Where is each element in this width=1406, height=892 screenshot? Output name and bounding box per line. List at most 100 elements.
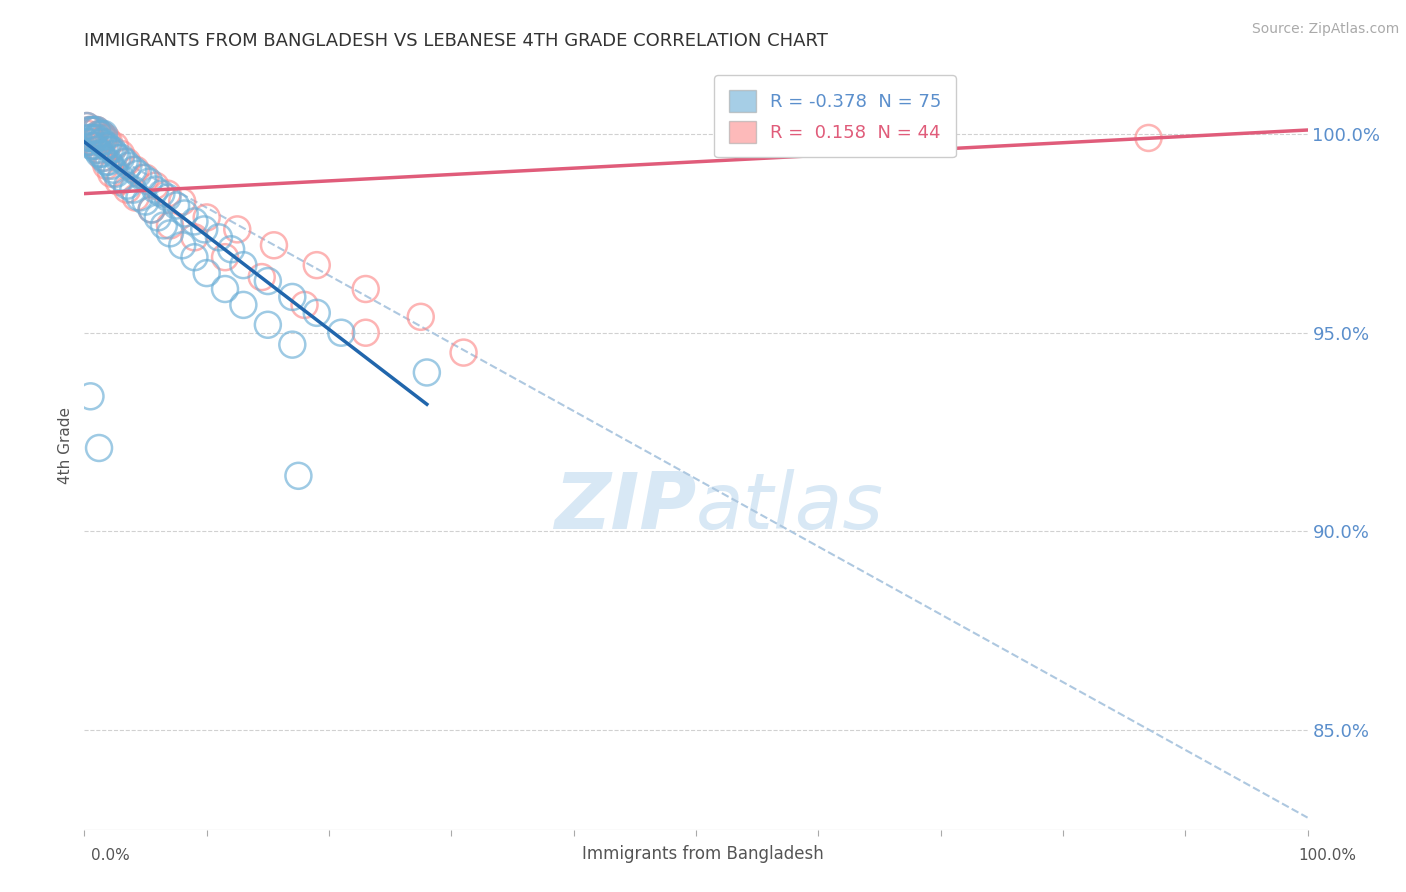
Point	[195, 211, 218, 225]
Point	[86, 123, 108, 137]
Point	[89, 135, 111, 149]
Point	[77, 127, 100, 141]
Point	[141, 202, 163, 217]
Point	[122, 162, 145, 177]
Point	[76, 135, 98, 149]
Legend: R = -0.378  N = 75, R =  0.158  N = 44: R = -0.378 N = 75, R = 0.158 N = 44	[714, 75, 956, 157]
Point	[232, 258, 254, 272]
Point	[110, 170, 132, 185]
Text: Immigrants from Bangladesh: Immigrants from Bangladesh	[582, 846, 824, 863]
Text: Source: ZipAtlas.com: Source: ZipAtlas.com	[1251, 22, 1399, 37]
Point	[80, 123, 103, 137]
Point	[87, 127, 110, 141]
Point	[125, 191, 148, 205]
Y-axis label: 4th Grade: 4th Grade	[58, 408, 73, 484]
Point	[219, 242, 242, 256]
Point	[100, 167, 122, 181]
Point	[93, 127, 115, 141]
Point	[146, 211, 169, 225]
Point	[77, 123, 100, 137]
Point	[100, 159, 122, 173]
Point	[90, 146, 112, 161]
Point	[103, 162, 125, 177]
Point	[82, 131, 104, 145]
Point	[90, 127, 112, 141]
Point	[97, 139, 120, 153]
Point	[195, 266, 218, 280]
Point	[114, 154, 136, 169]
Point	[105, 151, 128, 165]
Point	[183, 250, 205, 264]
Point	[97, 135, 120, 149]
Point	[287, 468, 309, 483]
Point	[82, 135, 104, 149]
Point	[294, 298, 316, 312]
Text: 100.0%: 100.0%	[1299, 848, 1357, 863]
Point	[87, 127, 110, 141]
Point	[453, 345, 475, 359]
Point	[86, 123, 108, 137]
Point	[84, 131, 107, 145]
Point	[77, 123, 100, 137]
Point	[138, 175, 160, 189]
Point	[214, 250, 236, 264]
Point	[250, 270, 273, 285]
Point	[96, 131, 118, 145]
Point	[86, 143, 108, 157]
Point	[132, 170, 155, 185]
Point	[105, 167, 128, 181]
Point	[83, 123, 105, 137]
Point	[159, 227, 181, 241]
Point	[330, 326, 353, 340]
Point	[257, 274, 280, 288]
Point	[173, 206, 195, 220]
Point	[115, 183, 138, 197]
Point	[104, 139, 127, 153]
Point	[150, 186, 173, 201]
Point	[143, 178, 166, 193]
Point	[141, 202, 163, 217]
Point	[226, 222, 249, 236]
Point	[79, 389, 101, 403]
Point	[96, 154, 118, 169]
Point	[193, 222, 215, 236]
Point	[281, 337, 304, 351]
Point	[263, 238, 285, 252]
Point	[183, 214, 205, 228]
Point	[90, 127, 112, 141]
Text: atlas: atlas	[696, 469, 884, 545]
Point	[305, 258, 328, 272]
Point	[165, 198, 187, 212]
Point	[281, 290, 304, 304]
Point	[101, 143, 124, 157]
Point	[96, 159, 118, 173]
Point	[76, 119, 98, 133]
Point	[354, 282, 377, 296]
Point	[156, 191, 179, 205]
Point	[110, 151, 132, 165]
Point	[135, 194, 157, 209]
Text: IMMIGRANTS FROM BANGLADESH VS LEBANESE 4TH GRADE CORRELATION CHART: IMMIGRANTS FROM BANGLADESH VS LEBANESE 4…	[84, 32, 828, 50]
Point	[91, 151, 114, 165]
Point	[93, 131, 115, 145]
Text: ZIP: ZIP	[554, 469, 696, 545]
Point	[79, 131, 101, 145]
Point	[409, 310, 432, 324]
Point	[97, 154, 120, 169]
Point	[305, 306, 328, 320]
Point	[77, 131, 100, 145]
Point	[172, 238, 194, 252]
Point	[128, 191, 150, 205]
Point	[183, 230, 205, 244]
Point	[127, 167, 149, 181]
Point	[172, 194, 194, 209]
Point	[110, 146, 132, 161]
Point	[87, 441, 110, 455]
Point	[153, 219, 176, 233]
Point	[104, 146, 127, 161]
Point	[232, 298, 254, 312]
Point	[143, 183, 166, 197]
Point	[80, 123, 103, 137]
Point	[122, 183, 145, 197]
Point	[87, 131, 110, 145]
